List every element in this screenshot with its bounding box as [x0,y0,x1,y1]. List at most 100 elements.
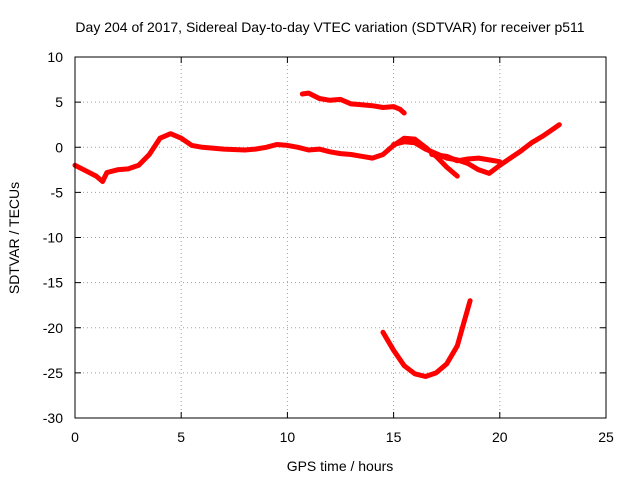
data-point [295,145,301,150]
series-line-track-5 [380,298,473,379]
data-point [83,168,88,173]
data-point [338,97,343,102]
data-point [461,321,466,326]
data-point [433,370,439,376]
y-tick-label: -30 [43,410,63,426]
data-point [497,163,502,168]
data-point [444,361,449,367]
data-point [136,163,141,168]
data-point [412,371,418,376]
data-point [338,151,343,156]
y-tick-label: 0 [55,139,63,155]
y-tick-label: -15 [43,275,63,291]
data-point [444,164,449,170]
data-point [455,343,460,348]
data-point [529,140,534,145]
data-point [402,110,407,116]
data-point [476,155,481,161]
x-tick-label: 25 [598,429,614,445]
x-tick-label: 20 [492,429,508,445]
series-group [72,90,562,379]
series-line-track-2 [391,122,562,176]
y-tick-label: -10 [43,230,63,246]
data-point [391,348,396,353]
data-point [370,155,375,161]
x-tick-label: 0 [71,429,79,445]
data-point [423,374,428,379]
data-point [200,145,205,150]
data-point [327,98,333,103]
data-point [168,131,173,136]
y-tick-label: 5 [55,94,63,110]
plot-frame [74,56,607,419]
y-tick-label: -5 [51,184,64,200]
data-point [300,91,305,97]
data-point [189,143,195,148]
data-point [115,167,120,173]
data-point [306,90,311,96]
data-point [359,154,364,159]
data-point [100,179,105,184]
data-point [317,96,322,101]
x-tick-label: 15 [386,429,402,445]
x-axis-label: GPS time / hours [287,458,394,474]
data-point [540,134,545,139]
data-point [444,154,449,159]
data-point [391,142,396,147]
data-point [274,142,279,147]
chart-title: Day 204 of 2017, Sidereal Day-to-day VTE… [75,19,584,35]
y-tick-label: -20 [43,320,63,336]
data-point [402,139,407,145]
y-tick-label: -25 [43,365,63,381]
x-tick-label: 5 [177,429,185,445]
data-point [497,159,502,164]
data-point [285,143,290,148]
data-point [380,105,386,110]
data-point [423,146,428,152]
data-point [402,363,407,368]
x-tick-label: 10 [280,429,296,445]
data-point [402,136,407,141]
data-point [221,146,226,152]
data-point [429,152,435,157]
data-point [370,103,375,108]
data-point [263,145,269,150]
data-point [467,298,473,303]
data-point [253,146,258,152]
data-point [104,170,110,175]
data-point [327,149,333,154]
data-point [476,167,481,173]
data-point [359,102,364,108]
data-point [157,136,163,141]
grid [74,56,607,419]
data-point [179,136,184,141]
data-point [518,148,524,154]
data-point [317,146,322,152]
data-point [125,166,131,172]
data-point [306,147,311,153]
data-point [486,171,492,176]
y-tick-label: 10 [47,49,63,65]
data-point [412,140,418,145]
data-point [348,101,354,107]
data-point [508,155,513,161]
data-point [397,107,403,112]
data-point [550,127,556,132]
data-point [380,330,386,335]
series-line-track-4 [299,90,407,116]
data-point [455,173,460,179]
data-point [242,147,248,153]
data-point [391,104,396,109]
axes: 0 5 10 15 20 25 10 5 0 -5 -10 -15 -20 -25 -30 [43,49,614,445]
data-point [147,152,152,157]
data-point [455,158,460,163]
data-point [465,161,471,166]
data-point [380,152,386,157]
data-point [486,157,492,163]
data-point [94,173,99,179]
data-point [348,152,354,157]
data-point [557,122,562,127]
data-point [465,156,471,162]
y-axis-label: SDTVAR / TECUs [6,182,22,294]
